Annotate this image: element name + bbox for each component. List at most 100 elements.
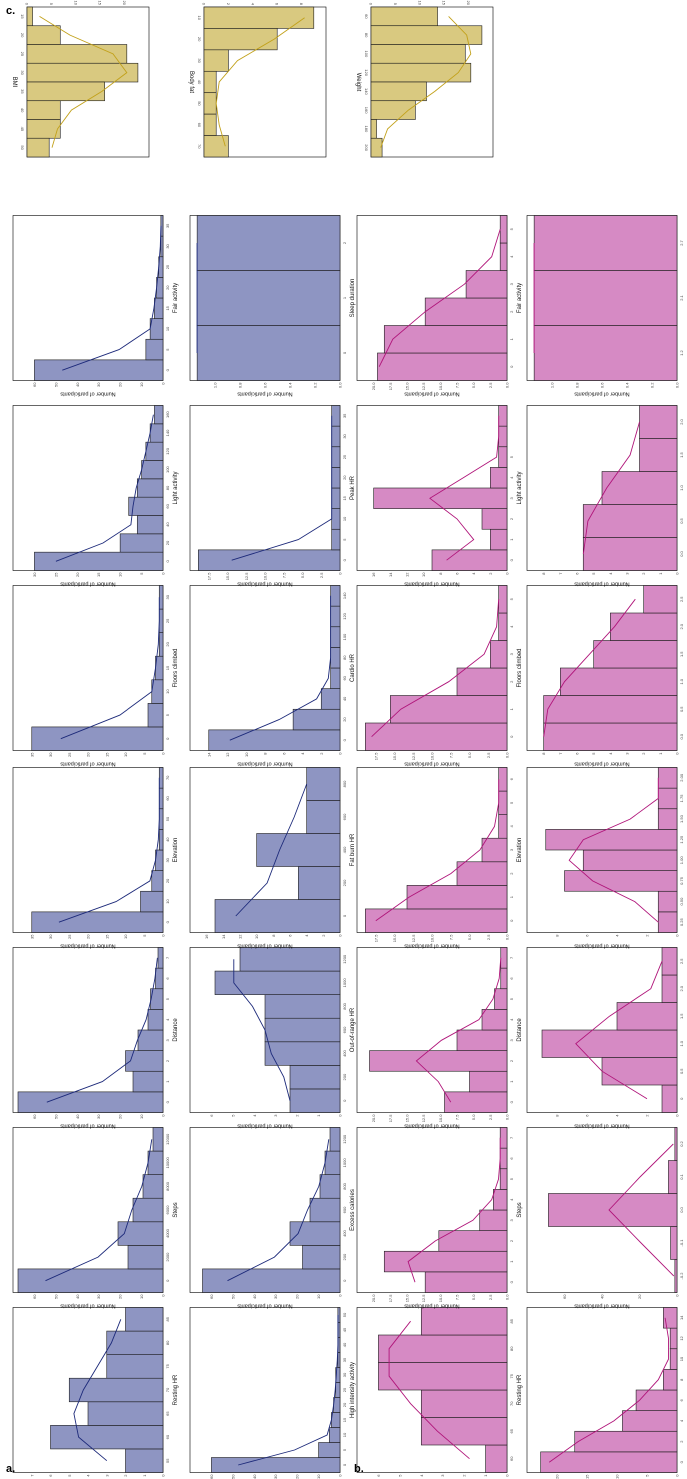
y-axis-label: Number of participants: [574, 1303, 630, 1309]
y-tick-label: 15: [96, 572, 101, 577]
y-tick-label: 6: [585, 934, 590, 937]
histogram-b-20: 0 1 2 3 4 5 6 0.0 2.5 5.0 7.5 10.0 12.5 15.0 17.5 Eleva…: [356, 767, 523, 949]
plot-frame: [12, 215, 164, 381]
bar: [560, 667, 678, 696]
x-tick-label: 120: [165, 447, 170, 454]
bar: [26, 62, 139, 83]
y-tick-label: 0.8: [575, 382, 580, 388]
bar: [456, 667, 508, 696]
x-tick-label: 0: [165, 559, 170, 562]
x-tick-label: 0.5: [679, 1068, 684, 1074]
bar: [158, 829, 164, 851]
density-line: [215, 17, 305, 147]
y-tick-label: 10: [316, 1474, 321, 1479]
y-tick-label: 8: [555, 934, 560, 937]
histogram-b-15: 0246810121405101520High intensity activi…: [526, 1307, 684, 1479]
bar: [643, 585, 678, 614]
bar: [499, 1127, 508, 1149]
bar: [289, 1088, 341, 1113]
density-line: [543, 598, 636, 737]
bar: [302, 1245, 341, 1270]
x-tick-label: 50: [197, 101, 202, 106]
bar: [498, 446, 508, 468]
bar: [616, 1002, 678, 1031]
histogram-a-6: 0 10 20 30 40 50 60 70 0 5 10 15 20 25 30 35 Elevation Nu…: [12, 767, 179, 949]
x-tick-label: 5: [509, 455, 514, 458]
y-tick-label: 6: [575, 572, 580, 575]
y-tick-label: 0: [369, 3, 374, 6]
x-tick-label: 1.0: [679, 1040, 684, 1046]
bar: [498, 814, 508, 839]
y-tick-label: 17.5: [373, 934, 378, 943]
x-tick-label: 15: [165, 665, 170, 670]
x-tick-label: 1.50: [679, 814, 684, 823]
x-tick-label: 5: [509, 597, 514, 600]
y-tick-label: 14: [221, 934, 226, 939]
y-tick-label: 0.4: [625, 382, 630, 388]
y-axis-label: Number of participants: [237, 581, 293, 587]
bar: [533, 270, 678, 326]
x-tick-label: 0.5: [679, 706, 684, 712]
x-tick-label: 0: [679, 1460, 684, 1463]
bar: [635, 1389, 678, 1411]
y-tick-label: 0: [675, 934, 680, 937]
y-tick-label: 20: [295, 1474, 300, 1479]
y-tick-label: 0: [25, 3, 30, 6]
y-tick-label: 5: [67, 1474, 72, 1477]
x-tick-label: 20: [20, 33, 25, 38]
bar: [125, 1448, 164, 1473]
x-tick-label: 1: [509, 707, 514, 710]
x-tick-label: 1: [165, 1080, 170, 1083]
y-tick-label: 15: [585, 1474, 590, 1479]
histogram-a-5: 0 200 400 600 800 1000 1200 0 1 2 3 4 5 6 Out-of-range…: [189, 947, 356, 1129]
x-axis-label: Sleep duration: [350, 279, 356, 318]
x-tick-label: 2.5: [679, 958, 684, 964]
bar: [674, 1127, 678, 1161]
y-axis-label: Number of participants: [60, 391, 116, 397]
y-tick-label: 8: [271, 934, 276, 937]
x-tick-label: 75: [509, 1373, 514, 1378]
y-tick-label: 0: [675, 752, 680, 755]
bar: [106, 1354, 164, 1379]
y-tick-label: 30: [96, 382, 101, 387]
bar: [331, 528, 341, 551]
y-tick-label: 2: [295, 1114, 300, 1117]
x-tick-label: 80: [364, 33, 369, 38]
y-tick-label: 8: [541, 752, 546, 755]
bar: [533, 215, 678, 271]
bar: [406, 885, 508, 910]
x-tick-label: 60: [342, 675, 347, 680]
y-tick-label: 2: [319, 752, 324, 755]
density-line: [582, 421, 640, 555]
y-tick-label: 10: [139, 382, 144, 387]
bar: [639, 438, 678, 472]
x-tick-label: 80: [509, 1346, 514, 1351]
y-tick-label: 10: [123, 934, 128, 939]
x-tick-label: 2: [509, 1059, 514, 1062]
y-tick-label: 0: [675, 1474, 680, 1477]
x-tick-label: 100: [342, 633, 347, 640]
bar: [370, 25, 483, 45]
bar: [132, 1070, 164, 1093]
x-tick-label: 3: [509, 848, 514, 851]
x-tick-label: 70: [165, 775, 170, 780]
y-tick-label: 10.0: [438, 1114, 443, 1123]
x-tick-label: 0: [165, 1279, 170, 1282]
y-tick-label: 12.5: [421, 382, 426, 391]
x-tick-label: 4: [509, 625, 514, 628]
bar: [657, 767, 678, 789]
y-axis-label: Number of participants: [404, 1123, 460, 1129]
y-axis-label: Number of participants: [404, 761, 460, 767]
y-tick-label: 5: [645, 1474, 650, 1477]
bar: [147, 703, 164, 728]
x-tick-label: 30: [197, 58, 202, 63]
bar: [424, 297, 508, 326]
y-tick-label: 5: [230, 1114, 235, 1117]
density-line: [231, 415, 333, 561]
y-tick-label: 0.0: [505, 1114, 510, 1120]
y-tick-label: 5.0: [467, 934, 472, 940]
bar: [306, 767, 341, 801]
histogram-a-13: 0 1 2 0.0 0.2 0.4 0.6 0.8 1.0 Sleep duration Numbe…: [189, 215, 356, 397]
bar: [438, 1230, 508, 1252]
bar: [158, 585, 164, 610]
